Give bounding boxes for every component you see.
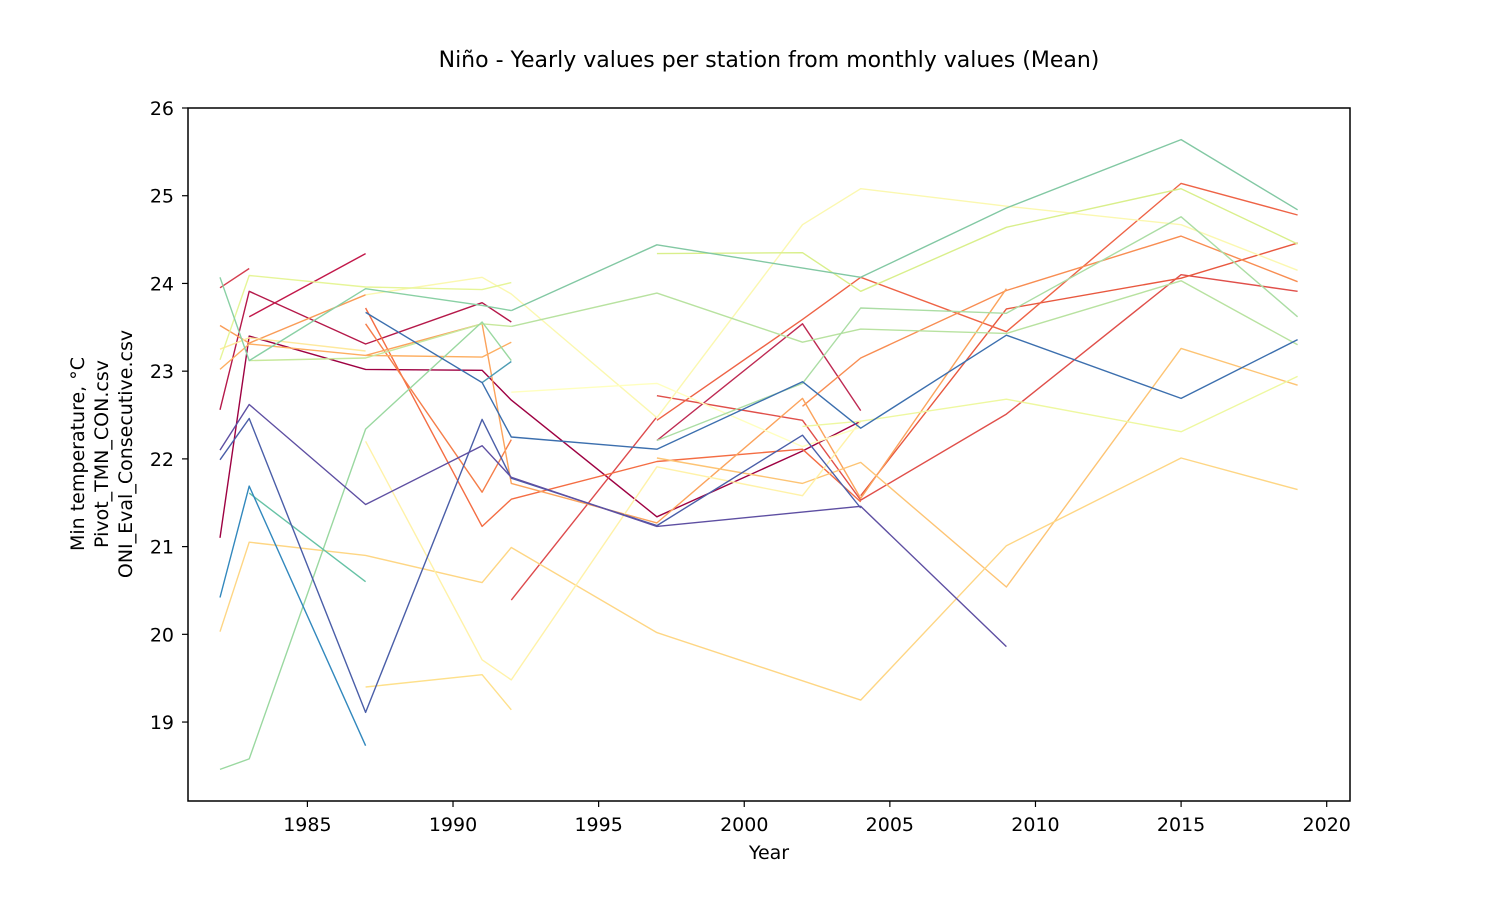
y-tick-label: 19	[150, 712, 174, 734]
series-line-26	[656, 187, 1298, 292]
series-line-16	[219, 341, 512, 370]
series-line-37	[219, 417, 862, 714]
series-line-21	[364, 420, 862, 681]
series-line-31	[219, 277, 512, 362]
series-line-29	[656, 216, 1299, 442]
x-tick-label: 2010	[1011, 814, 1059, 836]
x-tick-label: 2005	[866, 814, 914, 836]
series-line-36	[365, 311, 1298, 450]
x-axis-label: Year	[748, 842, 789, 864]
series-line-8	[656, 274, 1298, 501]
series-line-24	[802, 375, 1298, 433]
series-line-25	[219, 274, 512, 361]
y-axis: 19 20 21 22 23 24 25 26	[150, 98, 188, 734]
y-axis-label-line-3: ONI_Eval_Consecutive.csv	[115, 330, 137, 578]
series-line-23	[511, 382, 861, 448]
series-line-22	[365, 187, 1298, 419]
series-line-13	[802, 235, 1298, 407]
y-tick-label: 24	[150, 273, 174, 295]
series-line-28	[511, 280, 1298, 346]
x-tick-label: 2020	[1303, 814, 1351, 836]
series-line-35	[219, 485, 367, 746]
y-tick-label: 25	[150, 186, 174, 208]
series-line-17	[656, 347, 1298, 588]
series-line-11	[364, 307, 862, 528]
y-tick-label: 22	[150, 449, 174, 471]
series-line-34	[481, 360, 512, 384]
y-axis-label-line-1: Min temperature, °C	[67, 357, 89, 551]
y-tick-label: 21	[150, 537, 174, 559]
y-tick-label: 26	[150, 98, 174, 120]
series-line-10	[656, 182, 1298, 421]
series-line-18	[219, 457, 1298, 701]
series-line-6	[219, 267, 250, 289]
plot-area-frame	[187, 107, 1351, 802]
series-layer	[219, 138, 1299, 771]
series-line-19	[365, 674, 512, 711]
x-tick-label: 1985	[283, 814, 331, 836]
series-line-9	[860, 242, 1298, 497]
x-tick-label: 1990	[429, 814, 477, 836]
series-line-38	[219, 403, 1007, 648]
series-line-5	[656, 323, 862, 442]
chart-title: Niño - Yearly values per station from mo…	[439, 48, 1100, 73]
x-tick-label: 1995	[574, 814, 622, 836]
series-line-32	[511, 138, 1298, 312]
y-tick-label: 23	[150, 361, 174, 383]
series-line-1	[219, 335, 862, 538]
series-line-20	[219, 337, 366, 352]
x-tick-label: 2015	[1157, 814, 1205, 836]
y-axis-label-group: Min temperature, °C Pivot_TMN_CON.csv ON…	[67, 330, 137, 578]
series-line-33	[248, 492, 367, 583]
series-line-3	[248, 252, 366, 318]
y-tick-label: 20	[150, 624, 174, 646]
series-line-30	[219, 321, 512, 771]
x-axis: 1985 1990 1995 2000 2005 2010 2015 2020	[283, 801, 1351, 836]
series-line-27	[249, 323, 512, 362]
x-tick-label: 2000	[720, 814, 768, 836]
y-axis-label-line-2: Pivot_TMN_CON.csv	[91, 360, 113, 548]
